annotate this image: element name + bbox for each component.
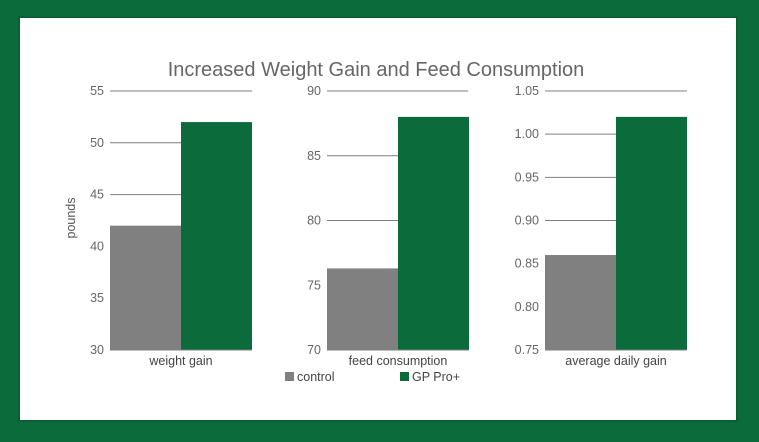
y-tick-label: 0.90: [515, 214, 539, 228]
legend-swatch-control: [285, 372, 294, 381]
y-tick-label: 1.05: [515, 84, 539, 98]
bar-gp-pro: [181, 122, 252, 350]
y-tick-label: 90: [307, 84, 321, 98]
legend-label-gp-pro: GP Pro+: [412, 370, 460, 384]
y-tick-label: 80: [307, 214, 321, 228]
chart-title: Increased Weight Gain and Feed Consumpti…: [168, 59, 585, 81]
bar-gp-pro: [398, 116, 469, 351]
bar-control: [110, 225, 181, 350]
y-tick-label: 70: [307, 343, 321, 357]
legend-label-control: control: [297, 370, 335, 384]
legend: control GP Pro+: [285, 370, 460, 384]
y-axis-label: pounds: [64, 197, 78, 238]
y-tick-label: 50: [90, 136, 104, 150]
y-tick-label: 1.00: [515, 127, 539, 141]
category-label: feed consumption: [349, 354, 448, 368]
y-tick-label: 75: [307, 278, 321, 292]
chart-svg: Increased Weight Gain and Feed Consumpti…: [64, 59, 687, 384]
y-tick-label: 55: [90, 84, 104, 98]
chart-panel-3: 0.75 0.80 0.85 0.90 0.95 1.00 1.05 average dail…: [515, 84, 687, 368]
y-tick-label: 0.75: [515, 343, 539, 357]
legend-swatch-gp-pro: [400, 372, 409, 381]
y-tick-label: 35: [90, 291, 104, 305]
category-label: weight gain: [148, 354, 212, 368]
chart-panels: 30 35 40 45 50 55 weight gain 70 75 80 85 90 feed co…: [90, 84, 687, 368]
y-tick-label: 40: [90, 239, 104, 253]
chart-panel: Increased Weight Gain and Feed Consumpti…: [20, 18, 736, 420]
chart-panel-1: 30 35 40 45 50 55 weight gain: [90, 84, 252, 368]
y-tick-label: 0.80: [515, 300, 539, 314]
y-tick-label: 0.85: [515, 257, 539, 271]
category-label: average daily gain: [565, 354, 667, 368]
y-tick-label: 30: [90, 343, 104, 357]
y-tick-label: 0.95: [515, 170, 539, 184]
chart-panel-2: 70 75 80 85 90 feed consumption: [307, 84, 469, 368]
y-tick-label: 45: [90, 188, 104, 202]
bar-control: [545, 255, 616, 350]
y-tick-label: 85: [307, 149, 321, 163]
bar-gp-pro: [616, 116, 687, 351]
bar-control: [327, 268, 398, 350]
